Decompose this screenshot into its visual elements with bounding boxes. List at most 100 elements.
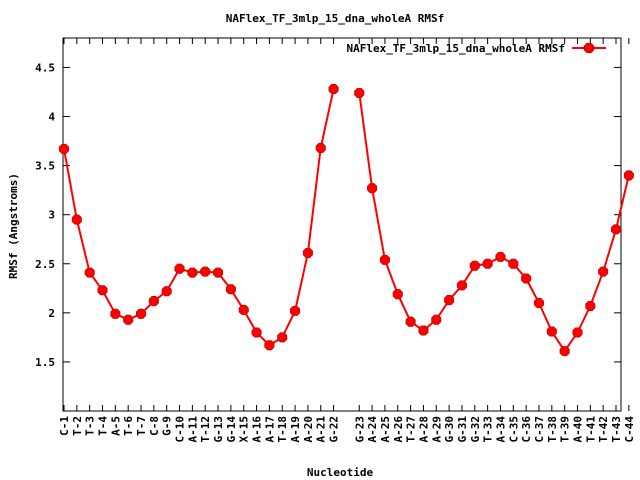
chart-title: NAFlex_TF_3mlp_15_dna_wholeA RMSf [226, 12, 445, 25]
x-tick-label: G-22 [328, 416, 341, 443]
x-tick-label: A-11 [186, 416, 199, 443]
y-axis-title: RMSf (Angstroms) [7, 173, 20, 279]
legend: NAFlex_TF_3mlp_15_dna_wholeA RMSf [346, 42, 606, 55]
x-tick-label: A-28 [417, 416, 430, 443]
x-tick-label: T-27 [405, 416, 418, 443]
x-tick-label: T-3 [84, 416, 97, 436]
x-tick-label: T-42 [597, 416, 610, 443]
x-tick-label: T-18 [276, 416, 289, 443]
data-point [572, 327, 583, 338]
series-group [58, 84, 634, 357]
x-tick-label: A-5 [109, 416, 122, 436]
legend-label: NAFlex_TF_3mlp_15_dna_wholeA RMSf [346, 42, 565, 55]
x-tick-label: A-20 [302, 416, 315, 443]
data-point [213, 267, 224, 278]
x-tick-label: T-38 [546, 416, 559, 443]
data-point [508, 258, 519, 269]
data-point [110, 308, 121, 319]
data-point [277, 332, 288, 343]
x-tick-label: C-8 [148, 416, 161, 436]
x-tick-label: A-25 [379, 416, 392, 443]
x-tick-label: A-21 [315, 416, 328, 443]
y-axis: 1.5 2 2.5 3 3.5 4 4.5 [35, 61, 621, 369]
data-point [302, 247, 313, 258]
x-tick-label: G-14 [225, 416, 238, 443]
x-axis-title: Nucleotide [307, 466, 374, 479]
y-tick-label: 3.5 [35, 160, 55, 173]
data-point [187, 267, 198, 278]
data-point [161, 286, 172, 297]
plot-frame [62, 37, 622, 412]
data-point [418, 325, 429, 336]
x-tick-label: A-26 [392, 416, 405, 443]
data-point [598, 266, 609, 277]
data-point [200, 266, 211, 277]
x-tick-label: C-10 [174, 416, 187, 443]
x-tick-label: T-2 [71, 416, 84, 436]
series-line-segment-2 [358, 92, 630, 353]
y-tick-label: 3 [48, 209, 55, 222]
data-point [71, 214, 82, 225]
x-tick-label: A-29 [430, 416, 443, 443]
x-tick-label: T-39 [559, 416, 572, 443]
x-tick-label: T-7 [135, 416, 148, 436]
x-tick-label: C-1 [58, 416, 71, 436]
y-tick-label: 2.5 [35, 258, 55, 271]
x-axis: C-1 T-2 T-3 T-4 A-5 T-6 T-7 C-8 G-9 C-10 A-11 T-12 G… [58, 38, 636, 443]
y-tick-label: 4 [48, 111, 55, 124]
data-point [135, 308, 147, 319]
data-point [328, 84, 339, 95]
data-point [251, 327, 262, 338]
series-line-segment-1 [63, 88, 335, 347]
data-point [238, 304, 249, 315]
x-tick-label: C-35 [507, 416, 520, 443]
data-point [559, 346, 570, 357]
data-point [174, 263, 185, 274]
x-tick-label: T-12 [199, 416, 212, 443]
y-tick-label: 1.5 [35, 356, 55, 369]
x-tick-label: A-16 [251, 416, 264, 443]
data-point [546, 326, 557, 337]
x-tick-label: A-34 [495, 416, 508, 443]
x-tick-label: G-30 [443, 416, 456, 443]
x-tick-label: G-31 [456, 416, 469, 443]
data-point [290, 305, 301, 316]
data-point [469, 260, 480, 271]
legend-marker [583, 42, 595, 54]
data-point [123, 314, 134, 325]
x-tick-label: A-24 [366, 416, 379, 443]
data-point [431, 314, 442, 325]
x-tick-label: C-37 [533, 416, 546, 443]
x-tick-label: T-43 [610, 416, 623, 443]
data-point [367, 183, 378, 194]
x-tick-label: T-6 [122, 416, 135, 436]
data-point [444, 295, 455, 306]
data-point [495, 251, 506, 262]
data-point [379, 254, 390, 265]
data-point [405, 316, 416, 327]
x-tick-label: A-40 [572, 416, 585, 443]
data-point [354, 87, 365, 98]
x-tick-label: A-17 [263, 416, 276, 443]
y-tick-label: 4.5 [35, 61, 55, 74]
x-tick-label: G-13 [212, 416, 225, 443]
data-point [148, 296, 159, 307]
y-tick-label: 2 [48, 307, 55, 320]
x-tick-label: T-33 [482, 416, 495, 443]
data-point [392, 289, 403, 300]
data-point [482, 258, 493, 269]
data-point [315, 142, 326, 153]
x-tick-label: A-19 [289, 416, 302, 443]
x-tick-label: T-41 [584, 416, 597, 443]
x-tick-label: C-44 [623, 416, 636, 443]
x-tick-label: G-23 [353, 416, 366, 443]
x-tick-label: G-32 [469, 416, 482, 443]
x-tick-label: T-4 [97, 416, 110, 436]
data-point [264, 340, 275, 351]
data-point [58, 143, 70, 154]
data-point [610, 224, 622, 235]
data-point [84, 267, 95, 278]
data-point [623, 170, 634, 181]
data-point [585, 300, 596, 311]
